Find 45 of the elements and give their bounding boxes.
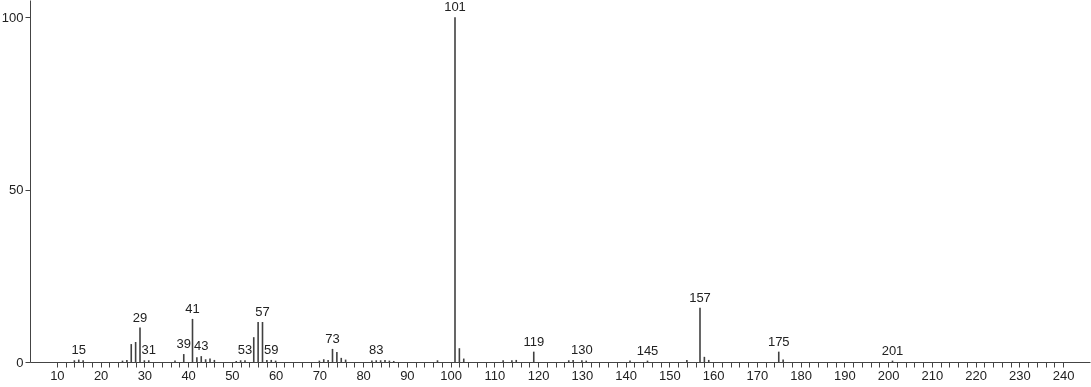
annotation: 53	[237, 342, 253, 358]
x-tick-label: 190	[834, 367, 856, 383]
y-tick-label: 0	[16, 354, 24, 370]
x-tick-label: 50	[225, 367, 240, 383]
x-tick-label: 70	[312, 367, 328, 383]
annotation: 73	[325, 330, 340, 346]
annotation: 41	[185, 300, 200, 316]
y-tick-label: 100	[1, 9, 24, 25]
annotation: 175	[767, 333, 790, 349]
x-tick-label: 160	[702, 367, 725, 383]
annotation: 43	[194, 338, 209, 354]
annotation: 15	[71, 341, 86, 357]
x-tick-label: 150	[659, 367, 681, 383]
x-tick-label: 30	[137, 367, 153, 383]
annotation: 101	[444, 0, 466, 15]
x-tick-label: 90	[400, 367, 415, 383]
x-tick-label: 230	[1009, 367, 1031, 383]
annotation: 201	[881, 342, 904, 358]
x-tick-label: 60	[268, 367, 284, 383]
y-tick-label: 50	[9, 182, 24, 198]
annotation: 59	[264, 341, 279, 357]
x-tick-label: 100	[440, 367, 462, 383]
annotation: 57	[255, 304, 270, 320]
x-tick-label: 180	[790, 367, 812, 383]
annotation: 29	[132, 309, 148, 325]
x-tick-label: 20	[93, 367, 109, 383]
x-tick-label: 140	[615, 367, 637, 383]
x-tick-label: 10	[50, 367, 65, 383]
annotation: 157	[689, 289, 711, 305]
x-tick-label: 110	[484, 367, 506, 383]
x-tick-label: 220	[965, 367, 987, 383]
annotation: 145	[636, 342, 659, 358]
x-tick-label: 170	[746, 367, 769, 383]
annotation: 39	[176, 336, 191, 352]
annotation: 83	[369, 342, 384, 358]
x-tick-label: 80	[356, 367, 371, 383]
x-tick-label: 200	[877, 367, 900, 383]
x-tick-label: 40	[181, 367, 196, 383]
annotation: 119	[523, 333, 545, 349]
x-tick-label: 130	[571, 367, 594, 383]
x-tick-label: 120	[527, 367, 550, 383]
annotation: 31	[141, 342, 156, 358]
x-tick-label: 210	[921, 367, 944, 383]
x-tick-label: 240	[1052, 367, 1075, 383]
annotation: 130	[571, 342, 593, 358]
